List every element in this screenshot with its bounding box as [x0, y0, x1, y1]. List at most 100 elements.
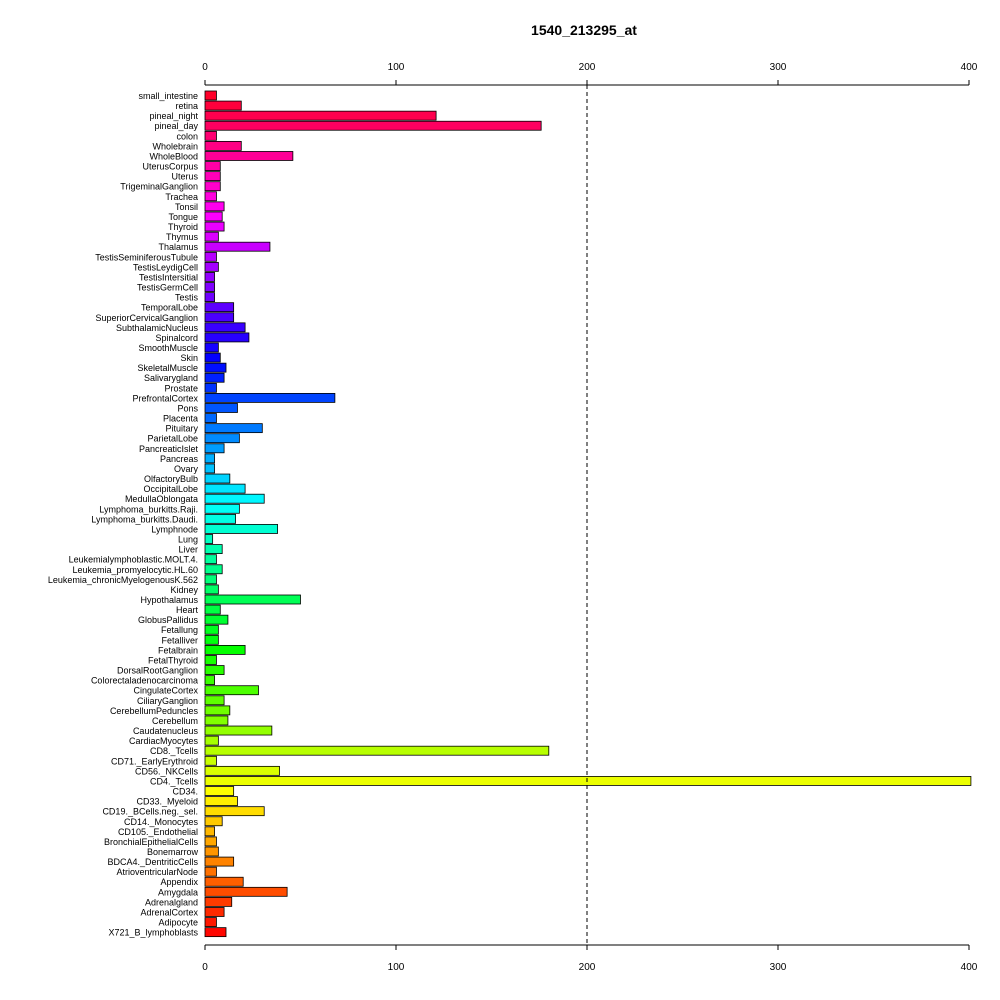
bar-22	[204, 312, 235, 323]
category-label-14: Thymus	[166, 232, 199, 242]
category-label-32: Placenta	[163, 414, 198, 424]
category-label-36: Pancreas	[160, 454, 199, 464]
bar-33	[204, 423, 263, 434]
bar-65	[204, 745, 550, 756]
category-label-50: Hypothalamus	[140, 595, 198, 605]
category-label-63: Caudatenucleus	[133, 726, 199, 736]
bar-14	[204, 231, 219, 242]
top-tick-label-1: 100	[388, 62, 405, 73]
bar-79	[204, 886, 288, 897]
bar-17	[204, 261, 219, 272]
bar-29	[204, 382, 217, 393]
bar-51	[204, 604, 221, 615]
bar-35	[204, 443, 225, 454]
category-label-72: CD14._Monocytes	[124, 817, 199, 827]
top-tick-label-4: 400	[961, 62, 978, 73]
bar-50	[204, 594, 301, 605]
category-label-57: DorsalRootGanglion	[117, 666, 198, 676]
bar-67	[204, 765, 280, 776]
category-label-8: Uterus	[171, 172, 198, 182]
bar-41	[204, 503, 240, 514]
category-label-15: Thalamus	[158, 242, 198, 252]
bar-42	[204, 513, 236, 524]
category-label-83: X721_B_lymphoblasts	[108, 928, 198, 938]
bar-37	[204, 463, 215, 474]
bar-26	[204, 352, 221, 363]
bar-11	[204, 201, 225, 212]
bar-0	[204, 90, 217, 101]
category-label-53: Fetallung	[161, 625, 198, 635]
bar-66	[204, 755, 217, 766]
category-label-16: TestisSeminiferousTubule	[95, 252, 198, 262]
bar-82	[204, 917, 217, 927]
bar-1	[204, 100, 242, 111]
bar-32	[204, 413, 217, 423]
bar-74	[204, 836, 217, 847]
category-label-59: CingulateCortex	[133, 686, 198, 696]
bar-47	[204, 564, 223, 575]
top-tick-label-3: 300	[770, 62, 787, 73]
category-label-69: CD34.	[172, 787, 198, 797]
category-label-23: SubthalamicNucleus	[116, 323, 199, 333]
category-label-4: colon	[176, 131, 198, 141]
bar-6	[204, 151, 294, 161]
category-label-43: Lymphnode	[151, 524, 198, 534]
category-label-65: CD8._Tcells	[150, 746, 199, 756]
bar-5	[204, 140, 242, 151]
category-label-26: Skin	[180, 353, 198, 363]
category-label-20: Testis	[175, 293, 199, 303]
category-label-75: Bonemarrow	[147, 847, 199, 857]
bar-77	[204, 866, 217, 877]
bar-38	[204, 473, 231, 484]
bar-16	[204, 251, 217, 262]
bar-72	[204, 816, 223, 827]
category-label-66: CD71._EarlyErythroid	[111, 756, 198, 766]
category-label-37: Ovary	[174, 464, 199, 474]
category-label-44: Lung	[178, 535, 198, 545]
category-label-1: retina	[175, 101, 198, 111]
category-label-6: WholeBlood	[149, 151, 198, 161]
bar-30	[204, 392, 336, 403]
category-label-18: TestisIntersitial	[139, 272, 198, 282]
category-label-30: PrefrontalCortex	[132, 393, 198, 403]
category-label-21: TemporalLobe	[141, 303, 198, 313]
category-label-19: TestisGermCell	[137, 283, 198, 293]
category-label-62: Cerebellum	[152, 716, 198, 726]
category-label-67: CD56._NKCells	[135, 766, 199, 776]
category-label-27: SkeletalMuscle	[137, 363, 198, 373]
bar-83	[204, 927, 227, 938]
category-label-47: Leukemia_promyelocytic.HL.60	[72, 565, 198, 575]
bar-20	[204, 292, 215, 303]
category-label-31: Pons	[177, 403, 198, 413]
bar-62	[204, 715, 229, 726]
bar-25	[204, 342, 219, 353]
bar-9	[204, 181, 221, 192]
category-label-77: AtrioventricularNode	[116, 867, 198, 877]
category-label-82: Adipocyte	[158, 918, 198, 928]
category-label-24: Spinalcord	[155, 333, 198, 343]
category-label-0: small_intestine	[138, 91, 198, 101]
bar-56	[204, 655, 217, 665]
bar-46	[204, 554, 217, 565]
category-label-2: pineal_night	[149, 111, 198, 121]
category-label-17: TestisLeydigCell	[133, 262, 198, 272]
bar-21	[204, 302, 235, 313]
bar-54	[204, 634, 219, 645]
bar-64	[204, 735, 219, 746]
category-label-12: Tongue	[168, 212, 198, 222]
bottom-x-axis: 0 100 200 300 400	[202, 944, 978, 973]
bar-75	[204, 846, 219, 857]
category-label-40: MedullaOblongata	[125, 494, 198, 504]
bar-34	[204, 433, 240, 444]
bar-8	[204, 171, 221, 182]
category-labels: small_intestineretinapineal_nightpineal_…	[48, 91, 199, 938]
bar-78	[204, 876, 244, 887]
bar-55	[204, 645, 246, 655]
bar-58	[204, 675, 215, 686]
category-label-79: Amygdala	[158, 887, 198, 897]
bar-48	[204, 574, 217, 585]
bar-7	[204, 161, 221, 171]
category-label-48: Leukemia_chronicMyelogenousK.562	[48, 575, 198, 585]
chart-title: 1540_213295_at	[531, 22, 637, 38]
